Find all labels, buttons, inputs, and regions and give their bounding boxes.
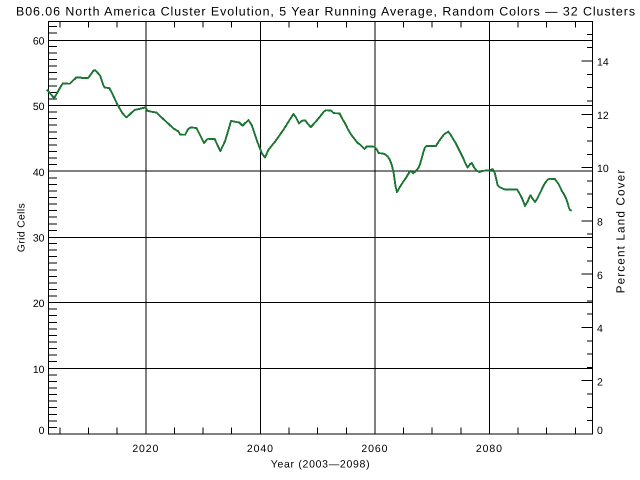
svg-text:14: 14: [597, 57, 609, 69]
svg-text:20: 20: [33, 298, 45, 310]
svg-text:0: 0: [597, 425, 603, 437]
svg-text:0: 0: [39, 425, 45, 437]
svg-text:6: 6: [597, 270, 603, 282]
svg-text:8: 8: [597, 217, 603, 229]
svg-text:4: 4: [597, 323, 603, 335]
svg-text:10: 10: [33, 364, 45, 376]
svg-text:Year (2003—2098): Year (2003—2098): [271, 459, 371, 471]
svg-text:2020: 2020: [132, 443, 159, 455]
svg-text:10: 10: [597, 163, 609, 175]
svg-text:2040: 2040: [247, 443, 274, 455]
svg-text:30: 30: [33, 233, 45, 245]
svg-text:12: 12: [597, 110, 609, 122]
svg-text:50: 50: [33, 101, 45, 113]
svg-text:40: 40: [33, 167, 45, 179]
svg-text:60: 60: [33, 35, 45, 47]
svg-text:2080: 2080: [476, 443, 503, 455]
svg-text:Grid Cells: Grid Cells: [17, 203, 28, 252]
svg-text:2060: 2060: [361, 443, 388, 455]
svg-text:B06.06 North America Cluster E: B06.06 North America Cluster Evolution, …: [16, 5, 636, 19]
svg-text:Percent Land Cover: Percent Land Cover: [614, 169, 628, 294]
svg-text:2: 2: [597, 376, 603, 388]
